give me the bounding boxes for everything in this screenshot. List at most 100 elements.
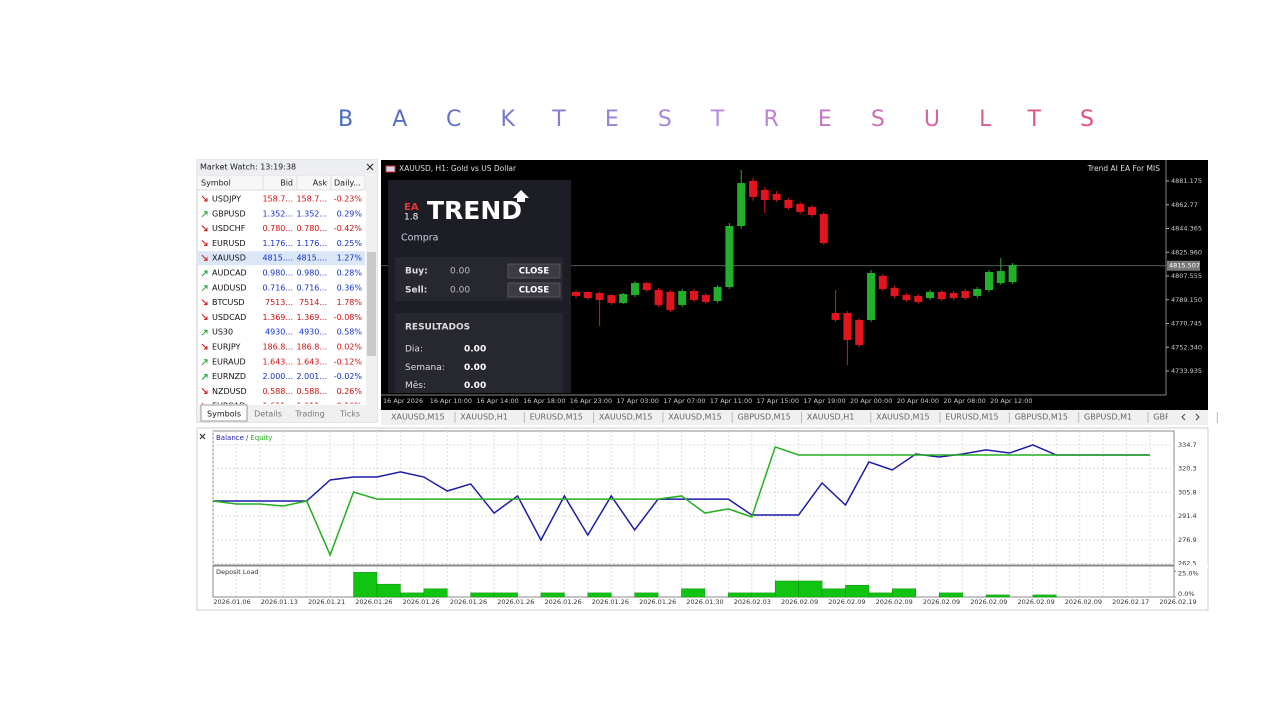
- cell: 0.588...: [262, 387, 293, 396]
- cell: 0.716...: [296, 283, 327, 292]
- tab[interactable]: Symbols: [207, 410, 241, 419]
- chart-tab[interactable]: XAUUSD,H1: [460, 413, 508, 422]
- candle-body: [843, 312, 852, 341]
- candle-body: [583, 291, 592, 299]
- x-tick-label: 20 Apr 04:00: [897, 397, 939, 405]
- bar: [681, 588, 706, 598]
- candle-body: [595, 292, 604, 300]
- chart-tab[interactable]: XAUUSD,M15: [599, 413, 653, 422]
- results-title: RESULTADOS: [405, 323, 470, 333]
- trend-arrow: [201, 240, 208, 246]
- results-box: [395, 313, 563, 393]
- x-tick-label: 16 Apr 23:00: [570, 397, 612, 405]
- cell: AUDCAD: [212, 269, 247, 278]
- trend-arrow: [201, 329, 208, 336]
- x-tick-label: 20 Apr 12:00: [990, 397, 1032, 405]
- close-button[interactable]: [507, 282, 561, 298]
- chart-tab[interactable]: XAUUSD,H1: [807, 413, 855, 422]
- chart-title: XAUUSD, H1: Gold vs US Dollar: [399, 164, 517, 173]
- chart-tab[interactable]: XAUUSD,M15: [668, 413, 722, 422]
- candle-body: [914, 295, 923, 303]
- x-tick-label: 2026.02.09: [923, 598, 960, 606]
- y-tick-label: 320.3: [1178, 465, 1197, 473]
- bar: [821, 588, 846, 598]
- x-tick-label: 2026.01.21: [308, 598, 345, 606]
- cell: 0.28%: [337, 269, 363, 278]
- candle-body: [867, 272, 875, 320]
- bar: [985, 594, 1010, 598]
- x-tick-label: 2026.01.30: [686, 598, 723, 606]
- price-label-box: [1167, 260, 1200, 271]
- bar: [892, 588, 917, 598]
- cell: 1.27%: [337, 254, 363, 263]
- result-value: 0.00: [464, 381, 486, 391]
- bar: [845, 584, 870, 598]
- cell: 4815....: [262, 254, 293, 263]
- close-button-label[interactable]: CLOSE: [519, 267, 550, 277]
- tab[interactable]: Details: [254, 410, 282, 419]
- trend-arrow: [201, 225, 208, 232]
- chart-tab[interactable]: EURUSD,M15: [530, 413, 583, 422]
- chart-tab[interactable]: XAUUSD,M15: [391, 413, 445, 422]
- chart-tab[interactable]: GBPUSD,M15: [738, 413, 791, 422]
- candle-body: [760, 190, 769, 200]
- candle-body: [855, 319, 864, 345]
- chart-tab[interactable]: GBPUSD,M15: [1015, 413, 1068, 422]
- x-tick-label: 2026.01.26: [639, 598, 676, 606]
- close-button[interactable]: [507, 263, 561, 279]
- x-tick-label: 2026.02.19: [1159, 598, 1196, 606]
- candle-body: [937, 291, 946, 300]
- x-tick-label: 2026.01.26: [450, 598, 487, 606]
- trade-label: Sell:: [405, 286, 427, 296]
- candle-body: [749, 180, 757, 197]
- candle-body: [678, 291, 687, 305]
- active-tab: [200, 404, 248, 422]
- x-tick-label: 2026.02.09: [1017, 598, 1054, 606]
- x-tick-label: 16 Apr 2026: [383, 397, 423, 405]
- trend-arrow: [201, 285, 208, 292]
- tab-scroll: [1181, 413, 1200, 421]
- cell: NZDUSD: [212, 387, 247, 396]
- close-button-label[interactable]: CLOSE: [519, 286, 550, 296]
- cell: 0.02%: [337, 343, 363, 352]
- bar: [634, 592, 659, 598]
- bar: [353, 572, 378, 598]
- trade-value: 0.00: [450, 286, 470, 296]
- candle-body: [607, 295, 616, 304]
- cell: 1.352...: [262, 209, 293, 218]
- cell: 1.611...: [262, 402, 293, 411]
- candle-body: [926, 291, 934, 299]
- tab[interactable]: Ticks: [339, 410, 360, 419]
- trend-arrow: [201, 374, 208, 380]
- chart-tab[interactable]: GBPUSD,M1: [1084, 413, 1132, 422]
- trade-label: Buy:: [405, 267, 428, 277]
- x-tick-label: 17 Apr 11:00: [710, 397, 752, 405]
- cell: 0.716...: [262, 283, 293, 292]
- chart-tab[interactable]: EURUSD,M15: [945, 413, 998, 422]
- bar: [587, 592, 612, 598]
- logo-arrow: [513, 190, 529, 202]
- header-row: [196, 174, 366, 191]
- cell: 0.588...: [296, 387, 327, 396]
- x-tick-label: 2026.02.09: [781, 598, 818, 606]
- trend-arrow: [201, 195, 208, 202]
- candle-body: [619, 294, 628, 304]
- cell: -0.12%: [334, 357, 363, 366]
- y-tick-label: 4825.960: [1171, 248, 1202, 256]
- cell: 1.643...: [296, 357, 327, 366]
- legend-entry: Equity: [250, 434, 272, 442]
- bar: [728, 592, 753, 598]
- cell: USDCAD: [212, 313, 246, 322]
- candle-body: [572, 291, 580, 296]
- selected-row: [197, 251, 365, 266]
- trend-arrow: [201, 343, 208, 350]
- x-tick-label: 17 Apr 19:00: [803, 397, 845, 405]
- cell: 0.780...: [296, 224, 327, 233]
- ea-badge: EA: [404, 202, 419, 213]
- trend-arrow: [201, 299, 208, 306]
- tab-mask: [1168, 410, 1208, 425]
- tab[interactable]: Trading: [294, 410, 324, 419]
- candle-body: [878, 275, 887, 289]
- legend-entry: /: [246, 434, 249, 442]
- chart-tab[interactable]: XAUUSD,M15: [876, 413, 930, 422]
